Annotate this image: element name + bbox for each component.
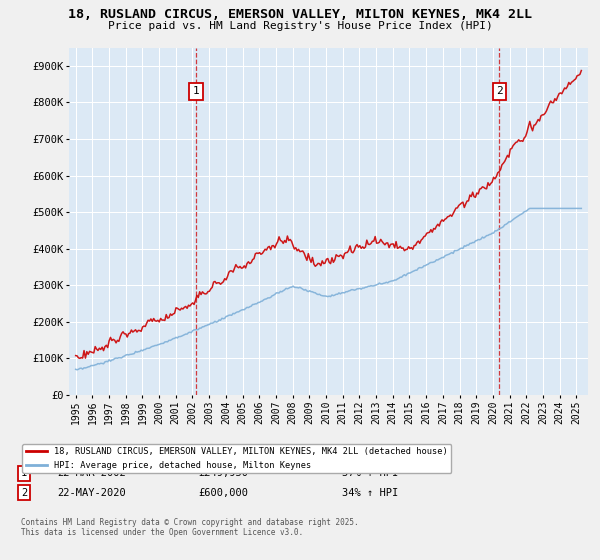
Text: £249,950: £249,950 — [198, 468, 248, 478]
Text: 2: 2 — [496, 86, 503, 96]
Text: 1: 1 — [193, 86, 200, 96]
Text: This data is licensed under the Open Government Licence v3.0.: This data is licensed under the Open Gov… — [21, 529, 303, 538]
Text: Price paid vs. HM Land Registry's House Price Index (HPI): Price paid vs. HM Land Registry's House … — [107, 21, 493, 31]
Text: 37% ↑ HPI: 37% ↑ HPI — [342, 468, 398, 478]
Text: 18, RUSLAND CIRCUS, EMERSON VALLEY, MILTON KEYNES, MK4 2LL: 18, RUSLAND CIRCUS, EMERSON VALLEY, MILT… — [68, 8, 532, 21]
Text: Contains HM Land Registry data © Crown copyright and database right 2025.: Contains HM Land Registry data © Crown c… — [21, 519, 359, 528]
Text: 1: 1 — [21, 468, 27, 478]
Text: 2: 2 — [21, 488, 27, 498]
Text: 34% ↑ HPI: 34% ↑ HPI — [342, 488, 398, 498]
Legend: 18, RUSLAND CIRCUS, EMERSON VALLEY, MILTON KEYNES, MK4 2LL (detached house), HPI: 18, RUSLAND CIRCUS, EMERSON VALLEY, MILT… — [22, 444, 451, 473]
Text: £600,000: £600,000 — [198, 488, 248, 498]
Text: 22-MAY-2020: 22-MAY-2020 — [57, 488, 126, 498]
Text: 22-MAR-2002: 22-MAR-2002 — [57, 468, 126, 478]
